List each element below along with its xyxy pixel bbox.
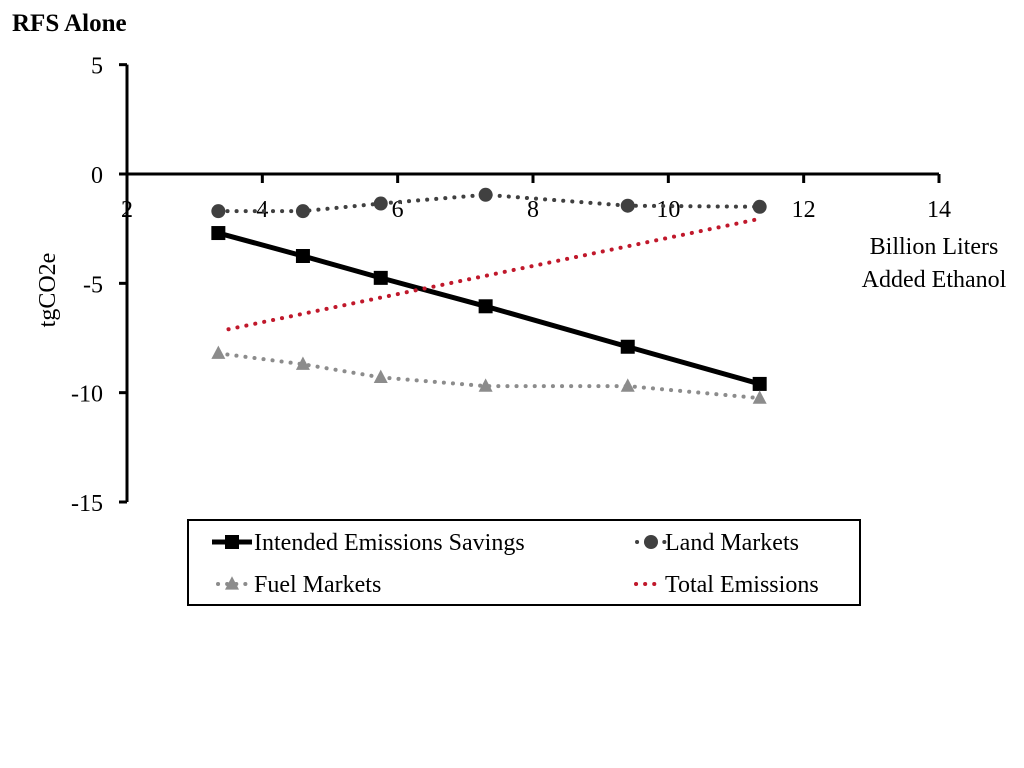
data-point-fuel-markets: [211, 345, 226, 359]
series-fuel-markets: [211, 345, 767, 404]
legend-item-total-emissions: Total Emissions: [634, 572, 819, 598]
series-intended-emissions-savings: [211, 226, 767, 391]
x-axis-label-line-2: Added Ethanol: [862, 267, 1007, 293]
legend: Intended Emissions Savings Land Markets Fu…: [187, 519, 861, 606]
y-tick-label: -5: [83, 272, 103, 298]
legend-item-intended-emissions-savings: Intended Emissions Savings: [212, 530, 525, 556]
x-tick-label: 12: [792, 197, 816, 223]
data-point-intended-emissions-savings: [620, 339, 635, 354]
series-total-emissions: [226, 216, 762, 332]
y-tick-label: -15: [71, 491, 103, 517]
x-tick-label: 2: [121, 197, 133, 223]
series-line-intended-emissions-savings: [217, 230, 761, 387]
series-line-total-emissions: [226, 216, 762, 332]
legend-label: Total Emissions: [665, 572, 819, 598]
y-tick-label: 0: [91, 163, 103, 189]
data-point-land-markets: [211, 204, 226, 219]
y-tick-label: 5: [91, 54, 103, 80]
legend-item-fuel-markets: Fuel Markets: [216, 572, 381, 598]
data-point-land-markets: [752, 199, 767, 214]
legend-label: Land Markets: [665, 530, 799, 556]
data-point-fuel-markets: [620, 378, 635, 392]
data-point-fuel-markets: [478, 378, 493, 392]
x-tick-label: 14: [927, 197, 951, 223]
legend-swatch-marker: [225, 535, 239, 549]
y-tick-label: -10: [71, 382, 103, 408]
data-point-intended-emissions-savings: [373, 270, 388, 285]
series-layer: [211, 187, 767, 404]
series-land-markets: [211, 187, 767, 219]
data-point-fuel-markets: [373, 369, 388, 383]
x-axis-label-line-1: Billion Liters: [870, 234, 999, 260]
data-point-fuel-markets: [295, 356, 310, 370]
data-point-intended-emissions-savings: [752, 376, 767, 391]
data-point-land-markets: [295, 204, 310, 219]
series-line-fuel-markets: [216, 351, 762, 401]
data-point-land-markets: [478, 187, 493, 202]
x-tick-label: 8: [527, 197, 539, 223]
y-axis-label: tgCO2e: [35, 253, 61, 328]
legend-swatch-marker: [225, 576, 239, 590]
data-point-intended-emissions-savings: [211, 226, 226, 241]
legend-label: Fuel Markets: [254, 572, 381, 598]
legend-box: [187, 519, 861, 606]
legend-item-land-markets: Land Markets: [635, 530, 799, 556]
data-point-intended-emissions-savings: [478, 299, 493, 314]
data-point-land-markets: [373, 196, 388, 211]
chart-title: RFS Alone: [12, 10, 127, 37]
x-tick-label: 6: [392, 197, 404, 223]
data-point-intended-emissions-savings: [295, 249, 310, 263]
legend-label: Intended Emissions Savings: [254, 530, 525, 556]
axes: 50-5-10-152 4 6 8 10 12 14: [71, 54, 951, 517]
x-tick-label: 10: [656, 197, 680, 223]
legend-swatch-marker: [644, 535, 658, 549]
data-point-fuel-markets: [752, 390, 767, 404]
data-point-land-markets: [620, 198, 635, 213]
